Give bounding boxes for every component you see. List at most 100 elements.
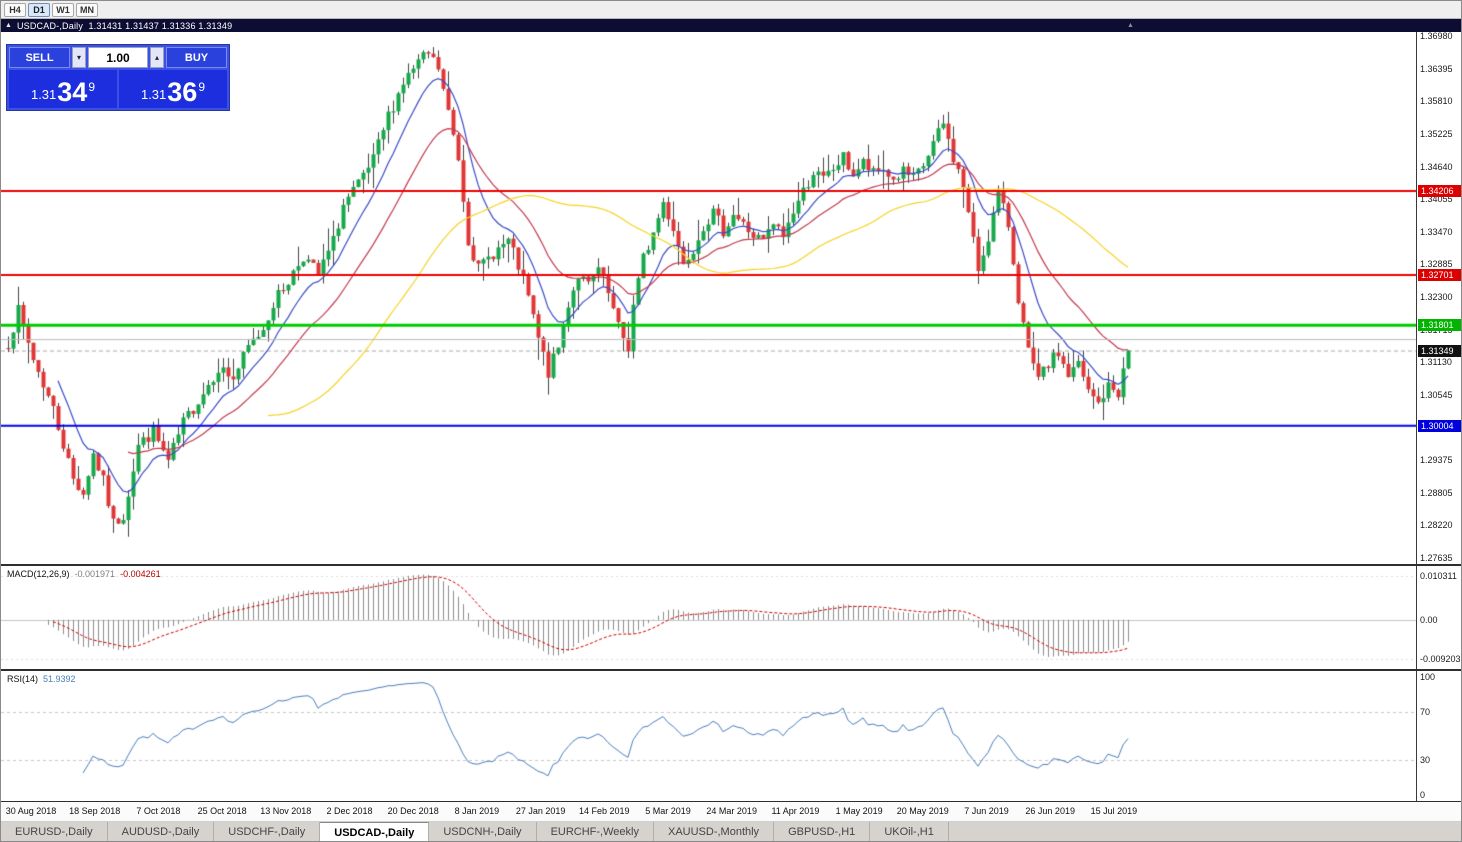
- buy-price-prefix: 1.31: [140, 87, 167, 102]
- price-tick: 1.33470: [1420, 226, 1453, 237]
- timeframe-button-d1[interactable]: D1: [28, 2, 50, 17]
- rsi-axis-tick: 30: [1420, 754, 1431, 765]
- pane-separator[interactable]: [1, 669, 1461, 671]
- collapse-icon[interactable]: ▲: [5, 22, 12, 29]
- macd-axis-tick: 0.010311: [1420, 571, 1457, 581]
- sell-price-button[interactable]: 1.31 34 9: [9, 70, 117, 108]
- chart-title-bar: ▲ USDCAD-,Daily 1.31431 1.31437 1.31336 …: [1, 19, 1461, 32]
- price-tick: 1.36980: [1420, 31, 1453, 41]
- date-label: 20 Dec 2018: [387, 806, 439, 816]
- price-tick: 1.28805: [1420, 487, 1453, 498]
- price-tick: 1.27635: [1420, 553, 1453, 563]
- rsi-value: 51.9392: [43, 674, 76, 684]
- sell-price-big: 34: [57, 77, 88, 108]
- rsi-axis-tick: 0: [1420, 790, 1426, 800]
- price-pane: 1.36980 1.36395 1.35810 1.35225 1.34640 1.340…: [1, 31, 1461, 564]
- macd-label: MACD(12,26,9) -0.001971 -0.004261: [7, 569, 166, 579]
- date-label: 7 Jun 2019: [964, 806, 1009, 816]
- buy-price-big: 36: [167, 77, 198, 108]
- date-label: 2 Dec 2018: [326, 806, 373, 816]
- date-label: 18 Sep 2018: [69, 806, 121, 816]
- macd-axis-tick: 0.00: [1420, 614, 1438, 625]
- chart-shift-marker-icon[interactable]: ▲: [1127, 22, 1134, 29]
- price-line-badge: 1.32701: [1418, 269, 1461, 282]
- sell-button[interactable]: SELL: [9, 47, 70, 68]
- price-axis[interactable]: 1.36980 1.36395 1.35810 1.35225 1.34640 1.340…: [1416, 31, 1461, 564]
- price-line-badge: 1.30004: [1418, 419, 1461, 432]
- chart-tab-bar: EURUSD-,Daily AUDUSD-,Daily USDCHF-,Daily U…: [1, 822, 1461, 841]
- trade-panel-prices: 1.31 34 9 1.31 36 9: [9, 70, 227, 108]
- price-tick: 1.29375: [1420, 455, 1453, 466]
- volume-down-button[interactable]: ▾: [72, 47, 86, 68]
- date-label: 13 Nov 2018: [260, 806, 312, 816]
- date-label: 20 May 2019: [896, 806, 949, 816]
- price-tick: 1.34640: [1420, 161, 1453, 172]
- price-chart-canvas[interactable]: [1, 32, 1416, 564]
- rsi-axis-tick: 70: [1420, 707, 1431, 718]
- price-tick: 1.31130: [1420, 357, 1452, 368]
- rsi-axis-tick: 100: [1420, 672, 1436, 682]
- date-label: 27 Jan 2019: [515, 806, 566, 816]
- volume-up-button[interactable]: ▴: [150, 47, 164, 68]
- date-label: 7 Oct 2018: [136, 806, 181, 816]
- symbol-tab-gbpusd-h1[interactable]: GBPUSD-,H1: [774, 822, 871, 841]
- price-tick: 1.35810: [1420, 96, 1453, 107]
- pane-separator: [1, 801, 1461, 802]
- date-label: 30 Aug 2018: [5, 806, 57, 816]
- rsi-canvas[interactable]: [1, 671, 1416, 801]
- date-label: 11 Apr 2019: [771, 806, 820, 816]
- rsi-axis[interactable]: 100 70 30 0: [1416, 671, 1461, 801]
- date-axis[interactable]: 30 Aug 2018 18 Sep 2018 7 Oct 2018 25 Oct 2…: [1, 802, 1461, 822]
- chart-title: USDCAD-,Daily 1.31431 1.31437 1.31336 1.…: [17, 21, 232, 31]
- timeframe-button-w1[interactable]: W1: [52, 2, 74, 17]
- date-label: 8 Jan 2019: [454, 806, 500, 816]
- date-label: 14 Feb 2019: [579, 806, 630, 816]
- volume-input[interactable]: [88, 47, 148, 68]
- symbol-tab-audusd-daily[interactable]: AUDUSD-,Daily: [108, 822, 215, 841]
- sell-price-prefix: 1.31: [30, 87, 57, 102]
- price-tick: 1.36395: [1420, 63, 1453, 74]
- symbol-tab-usdcad-daily[interactable]: USDCAD-,Daily: [320, 822, 430, 841]
- current-price-badge: 1.31349: [1418, 344, 1461, 357]
- date-label: 24 Mar 2019: [706, 806, 757, 816]
- symbol-tab-ukoil-h1[interactable]: UKOil-,H1: [870, 822, 949, 841]
- buy-price-button[interactable]: 1.31 36 9: [119, 70, 227, 108]
- price-tick: 1.30545: [1420, 389, 1453, 400]
- date-label: 15 Jul 2019: [1090, 806, 1138, 816]
- symbol-tab-eurchf-weekly[interactable]: EURCHF-,Weekly: [537, 822, 654, 841]
- buy-button[interactable]: BUY: [166, 47, 227, 68]
- timeframe-toolbar: H4 D1 W1 MN: [1, 1, 1461, 19]
- symbol-tab-usdchf-daily[interactable]: USDCHF-,Daily: [214, 822, 321, 841]
- date-label: 1 May 2019: [835, 806, 883, 816]
- price-tick: 1.32885: [1420, 259, 1453, 270]
- price-tick: 1.28220: [1420, 520, 1453, 531]
- macd-axis[interactable]: 0.010311 0.00 -0.009203: [1416, 566, 1461, 669]
- rsi-label: RSI(14) 51.9392: [7, 674, 81, 684]
- price-line-badge: 1.31801: [1418, 319, 1461, 332]
- price-tick: 1.35225: [1420, 128, 1453, 139]
- symbol-tab-xauusd-monthly[interactable]: XAUUSD-,Monthly: [654, 822, 775, 841]
- date-label: 25 Oct 2018: [197, 806, 247, 816]
- pane-separator[interactable]: [1, 564, 1461, 566]
- chart-symbol-label: USDCAD-,Daily: [16, 20, 84, 31]
- buy-price-pip: 9: [198, 80, 206, 94]
- symbol-tab-eurusd-daily[interactable]: EURUSD-,Daily: [1, 822, 108, 841]
- timeframe-button-h4[interactable]: H4: [4, 2, 26, 17]
- rsi-name: RSI(14): [7, 674, 39, 684]
- symbol-tab-usdcnh-daily[interactable]: USDCNH-,Daily: [429, 822, 537, 841]
- macd-canvas[interactable]: [1, 566, 1416, 669]
- date-label: 26 Jun 2019: [1025, 806, 1075, 816]
- chart-ohlc-values: 1.31431 1.31437 1.31336 1.31349: [88, 20, 233, 31]
- timeframe-button-mn[interactable]: MN: [76, 2, 98, 17]
- trade-panel-controls: SELL ▾ ▴ BUY: [9, 47, 227, 68]
- sell-price-pip: 9: [88, 80, 96, 94]
- macd-pane: 0.010311 0.00 -0.009203 MACD(12,26,9) -0.00…: [1, 566, 1461, 669]
- macd-main-value: -0.001971: [74, 569, 116, 579]
- macd-signal-value: -0.004261: [120, 569, 161, 579]
- macd-axis-tick: -0.009203: [1420, 654, 1461, 664]
- date-label: 5 Mar 2019: [645, 806, 691, 816]
- macd-name: MACD(12,26,9): [7, 569, 70, 579]
- price-tick: 1.32300: [1420, 292, 1453, 302]
